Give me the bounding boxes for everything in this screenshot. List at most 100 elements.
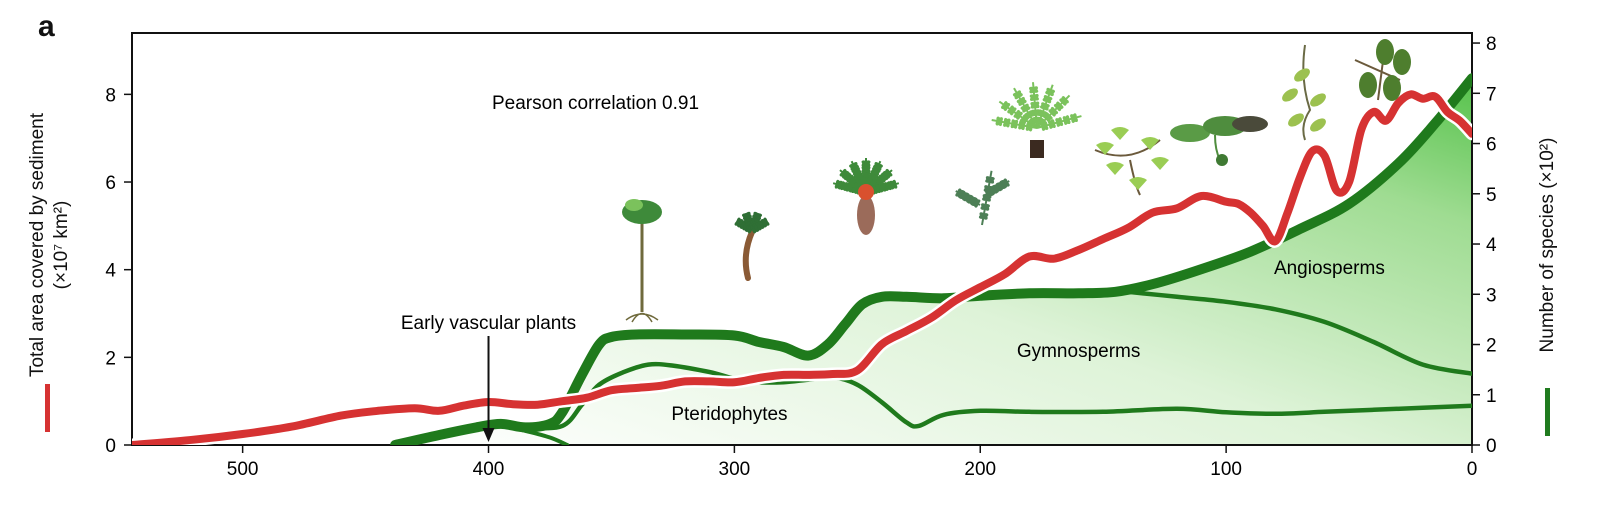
potted-fern-frond-leaflet bbox=[1029, 94, 1039, 101]
potted-fern-frond-leaflet bbox=[1050, 106, 1057, 117]
small-tree-fern-frond-leaflet bbox=[741, 213, 752, 219]
small-tree-fern-frond-leaflet bbox=[753, 211, 761, 221]
potted-fern-illustration bbox=[991, 82, 1082, 158]
fern-side-leaflet bbox=[963, 194, 973, 202]
fern-side-leaflet bbox=[959, 192, 969, 199]
lily-pad bbox=[1170, 124, 1210, 142]
ginkgo-leaf bbox=[1141, 137, 1159, 150]
vine-stem bbox=[1302, 44, 1312, 141]
potted-fern-frond-leaflet bbox=[1056, 117, 1062, 127]
potted-fern-frond-leaflet bbox=[1016, 98, 1027, 104]
right-axis-label-text: Number of species (×10²) bbox=[1537, 137, 1558, 353]
cycad-frond-leaflet bbox=[851, 168, 862, 174]
cycad-frond-leaflet bbox=[861, 160, 871, 167]
fern-main-leaflet bbox=[981, 203, 990, 211]
lily-pad bbox=[1232, 116, 1268, 132]
lycopsid-crown-highlight bbox=[625, 199, 643, 211]
potted-fern-frond-leaflet bbox=[1012, 92, 1023, 98]
left-tick-label: 8 bbox=[105, 85, 116, 106]
right-tick-label: 7 bbox=[1486, 84, 1497, 105]
cycad-illustration bbox=[832, 158, 900, 235]
fern-main-leaflet bbox=[985, 176, 995, 184]
potted-fern-frond-leaflet bbox=[1045, 112, 1051, 123]
broadleaf-leaf bbox=[1393, 49, 1411, 75]
small-tree-fern-illustration bbox=[734, 211, 770, 281]
potted-fern-frond-leaflet bbox=[1010, 119, 1019, 129]
fern-side-leaflet bbox=[971, 199, 981, 206]
water-lily-illustration bbox=[1170, 116, 1268, 166]
cycad-frond-leaflet bbox=[874, 184, 880, 194]
ginkgo-leaf bbox=[1106, 162, 1124, 175]
potted-fern-frond-leaflet bbox=[1020, 105, 1031, 111]
cycad-frond-leaflet bbox=[872, 167, 880, 176]
left-axis-label-line2: (×10⁷ km²) bbox=[51, 200, 72, 290]
total-diversity-area bbox=[395, 78, 1472, 445]
potted-fern-frond-leaflet bbox=[1030, 101, 1040, 109]
potted-fern-frond-leaflet bbox=[1000, 102, 1011, 110]
potted-fern-frond-leaflet bbox=[1061, 96, 1067, 106]
plot-frame bbox=[131, 32, 1473, 446]
vine-leaf bbox=[1294, 68, 1310, 82]
broadleaf-leaf bbox=[1383, 75, 1401, 101]
cycad-frond-leaflet bbox=[890, 179, 897, 190]
potted-fern-frond-leaflet bbox=[1055, 101, 1062, 112]
early-vascular-annotation: Early vascular plants bbox=[401, 313, 576, 334]
left-axis-label-line1: Total area covered by sediment bbox=[27, 112, 48, 378]
fern-main-leaflet bbox=[982, 194, 991, 202]
cycad-frond-leaflet bbox=[853, 174, 864, 180]
right-tick-label: 2 bbox=[1486, 336, 1497, 357]
lycopsid-tree-illustration bbox=[622, 199, 662, 323]
vine-leaf bbox=[1288, 113, 1304, 127]
early-vascular-arrow-head bbox=[482, 428, 495, 442]
x-tick-label: 0 bbox=[1467, 459, 1478, 480]
broadleaf-leaf bbox=[1359, 72, 1377, 98]
total-species-line bbox=[390, 73, 1472, 445]
panel-label: a bbox=[38, 10, 55, 43]
correlation-annotation: Pearson correlation 0.91 bbox=[492, 93, 699, 114]
potted-fern-frond-leaflet bbox=[1046, 87, 1054, 97]
fern-side-leaflet bbox=[967, 197, 977, 204]
sediment-legend-swatch bbox=[45, 384, 50, 432]
right-tick-label: 4 bbox=[1486, 235, 1497, 256]
region-label: Angiosperms bbox=[1274, 258, 1385, 279]
x-tick-label: 200 bbox=[964, 459, 996, 480]
broadleaf-leaf bbox=[1376, 39, 1394, 65]
region-label: Pteridophytes bbox=[671, 404, 787, 425]
vine-leaf bbox=[1310, 118, 1326, 132]
vine-leaf bbox=[1310, 93, 1326, 107]
small-tree-fern-frond-leaflet bbox=[734, 219, 744, 226]
cycad-frond-leaflet bbox=[840, 182, 849, 191]
potted-fern-pot bbox=[1030, 140, 1044, 158]
left-tick-label: 6 bbox=[105, 173, 116, 194]
potted-fern-frond-leaflet bbox=[1049, 119, 1055, 129]
cycad-frond-leaflet bbox=[834, 180, 843, 189]
sediment-line bbox=[132, 90, 1472, 445]
cycad-frond-leaflet bbox=[839, 170, 850, 177]
plant-illustrations bbox=[622, 39, 1411, 323]
species-legend-swatch bbox=[1545, 388, 1550, 436]
lily-bud bbox=[1216, 154, 1228, 166]
small-tree-fern-frond-leaflet bbox=[762, 217, 768, 228]
left-tick-label: 2 bbox=[105, 348, 116, 369]
region-label: Gymnosperms bbox=[1017, 341, 1141, 362]
right-tick-label: 8 bbox=[1486, 34, 1497, 55]
right-tick-label: 0 bbox=[1486, 436, 1497, 457]
potted-fern-frond-leaflet bbox=[1043, 95, 1052, 104]
x-tick-label: 500 bbox=[227, 459, 259, 480]
right-tick-label: 5 bbox=[1486, 185, 1497, 206]
right-tick-label: 1 bbox=[1486, 386, 1497, 407]
potted-fern-frond-leaflet bbox=[1003, 118, 1011, 127]
cycad-trunk bbox=[857, 195, 875, 235]
potted-fern-frond-leaflet bbox=[1013, 111, 1023, 118]
x-tick-label: 100 bbox=[1210, 459, 1242, 480]
fern-side-leaflet bbox=[955, 190, 965, 197]
gymnosperms-boundary-line bbox=[1125, 289, 1472, 376]
pteridophytes-boundary-line bbox=[473, 361, 1472, 431]
left-tick-label: 0 bbox=[105, 436, 116, 457]
cycad-frond-leaflet bbox=[861, 166, 871, 173]
right-tick-label: 6 bbox=[1486, 135, 1497, 156]
potted-fern-frond-leaflet bbox=[995, 117, 1003, 126]
right-tick-label: 3 bbox=[1486, 285, 1497, 306]
